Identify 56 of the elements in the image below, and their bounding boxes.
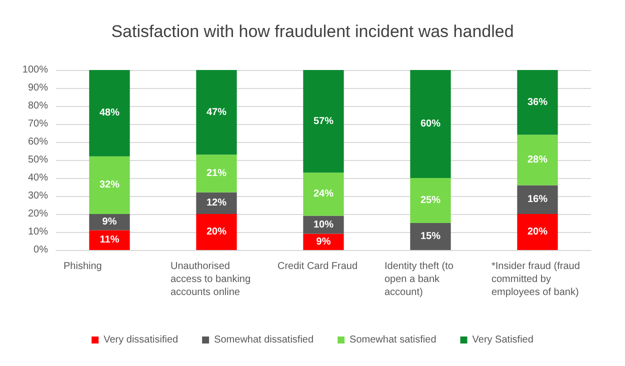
y-tick-label: 80% xyxy=(28,100,48,112)
bar xyxy=(89,70,130,156)
data-label: 25% xyxy=(420,195,441,206)
bar xyxy=(517,214,558,250)
data-label: 28% xyxy=(527,154,548,166)
data-label: 57% xyxy=(313,116,334,127)
x-tick-label: Phishing xyxy=(64,261,102,272)
bar xyxy=(196,214,237,250)
y-tick-label: 30% xyxy=(28,190,48,202)
data-label: 47% xyxy=(206,106,227,118)
y-tick-label: 100% xyxy=(22,64,48,76)
y-tick-label: 70% xyxy=(28,118,48,130)
x-tick-label: *Insider fraud (fraud committed by employees of bank) xyxy=(492,261,583,298)
data-label: 20% xyxy=(527,226,548,238)
y-tick-label: 90% xyxy=(28,82,48,94)
x-tick-label: Identity theft (to open a bank account) xyxy=(384,261,456,298)
data-label: 9% xyxy=(316,236,331,248)
bar xyxy=(517,185,558,214)
legend-label: Very dissatisified xyxy=(104,334,178,346)
legend-label: Very Satisfied xyxy=(472,334,534,346)
bar xyxy=(89,156,130,214)
legend-label: Somewhat dissatisfied xyxy=(214,334,314,346)
bar xyxy=(196,154,237,192)
y-tick-label: 20% xyxy=(28,208,48,220)
x-tick-label: Unauthorised access to banking accounts online xyxy=(170,261,254,298)
bar xyxy=(410,178,451,223)
data-label: 11% xyxy=(100,234,120,246)
data-label: 32% xyxy=(99,180,120,191)
data-label: 36% xyxy=(527,96,548,108)
data-label: 15% xyxy=(420,231,441,242)
data-label: 9% xyxy=(102,216,117,228)
data-label: 60% xyxy=(420,118,441,130)
bar xyxy=(410,70,451,178)
legend-label: Somewhat satisfied xyxy=(350,334,436,346)
y-tick-label: 60% xyxy=(28,136,48,148)
data-label: 12% xyxy=(206,198,227,209)
data-label: 16% xyxy=(527,194,548,206)
bar xyxy=(89,230,130,250)
y-tick-label: 50% xyxy=(28,154,48,166)
bar xyxy=(196,192,237,214)
chart-title: Satisfaction with how fraudulent incident was handled xyxy=(111,22,514,41)
data-label: 10% xyxy=(313,219,334,230)
bar xyxy=(303,70,344,173)
data-label: 20% xyxy=(206,226,227,238)
x-tick-label: Credit Card Fraud xyxy=(278,261,358,272)
bar xyxy=(517,70,558,135)
y-tick-label: 0% xyxy=(34,244,48,256)
bar xyxy=(517,134,558,186)
bar xyxy=(196,70,237,155)
data-label: 48% xyxy=(99,108,120,119)
y-tick-label: 10% xyxy=(28,226,48,238)
y-tick-label: 40% xyxy=(28,172,48,184)
bar xyxy=(410,223,451,250)
data-label: 21% xyxy=(206,168,227,179)
bar xyxy=(303,172,344,216)
data-label: 24% xyxy=(313,188,334,200)
